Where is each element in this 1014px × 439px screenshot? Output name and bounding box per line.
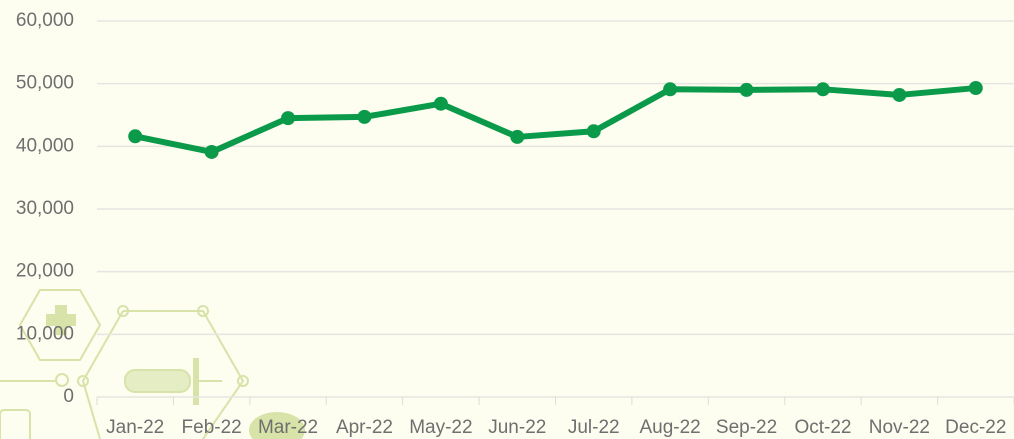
y-tick-label: 20,000	[16, 261, 74, 282]
x-tick-label: Mar-22	[258, 417, 318, 438]
x-tick-label: Apr-22	[336, 417, 393, 438]
chart: 0 10,000 20,000 30,000 40,000 50,000 60,000 Jan…	[0, 0, 1014, 439]
data-point	[892, 88, 906, 102]
data-point	[663, 82, 677, 96]
y-tick-label: 40,000	[16, 135, 74, 156]
x-tick-label: Aug-22	[639, 417, 700, 438]
x-tick-label: May-22	[409, 417, 472, 438]
data-point	[128, 129, 142, 143]
data-point	[281, 111, 295, 125]
x-tick-label: Nov-22	[869, 417, 930, 438]
y-tick-label: 60,000	[16, 10, 74, 31]
data-point	[205, 145, 219, 159]
data-point	[510, 130, 524, 144]
y-tick-label: 10,000	[16, 323, 74, 344]
x-tick-label: Sep-22	[716, 417, 777, 438]
x-tick-label: Jun-22	[488, 417, 546, 438]
data-point	[816, 82, 830, 96]
x-tick-label: Jul-22	[568, 417, 620, 438]
y-tick-label: 50,000	[16, 73, 74, 94]
data-point	[969, 81, 983, 95]
data-point	[357, 110, 371, 124]
y-tick-label: 30,000	[16, 198, 74, 219]
x-tick-label: Feb-22	[182, 417, 242, 438]
data-point	[434, 97, 448, 111]
y-tick-label: 0	[63, 386, 74, 407]
data-point	[740, 83, 754, 97]
x-tick-label: Jan-22	[106, 417, 164, 438]
data-point	[587, 124, 601, 138]
x-tick-label: Dec-22	[945, 417, 1006, 438]
x-tick-label: Oct-22	[794, 417, 851, 438]
